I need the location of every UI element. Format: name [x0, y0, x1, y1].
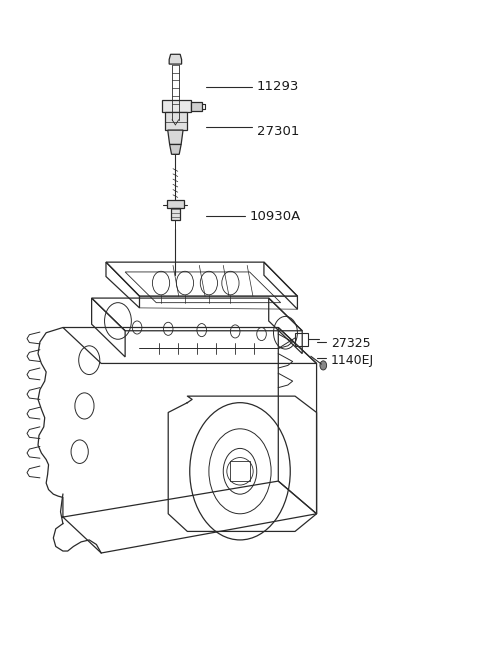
Text: 10930A: 10930A [250, 210, 301, 223]
Polygon shape [162, 100, 191, 112]
Text: 27301: 27301 [257, 125, 299, 138]
Polygon shape [167, 200, 184, 208]
Polygon shape [169, 145, 181, 155]
Polygon shape [170, 208, 180, 219]
Text: 1140EJ: 1140EJ [331, 354, 374, 367]
Polygon shape [191, 102, 202, 111]
Text: 27325: 27325 [331, 337, 371, 350]
Polygon shape [165, 112, 187, 130]
Bar [295, 333, 309, 346]
Polygon shape [169, 54, 181, 64]
Text: 11293: 11293 [257, 81, 299, 94]
Polygon shape [168, 130, 183, 145]
Circle shape [320, 361, 326, 370]
Bar [230, 462, 250, 481]
